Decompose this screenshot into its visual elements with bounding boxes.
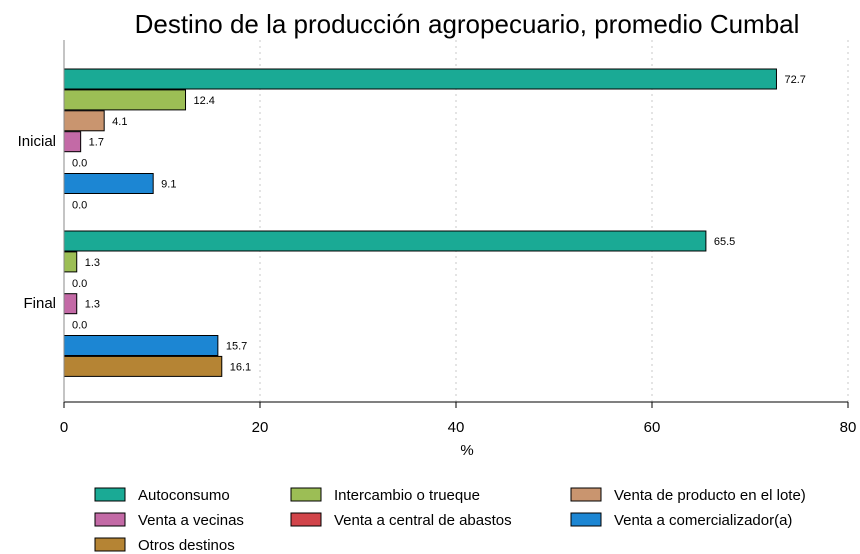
legend-label: Intercambio o trueque — [334, 487, 480, 504]
bar-inicial-1 — [63, 89, 187, 111]
bar-value-label: 1.3 — [85, 299, 100, 311]
bar-inicial-5 — [63, 173, 154, 194]
bar-value-label: 65.5 — [714, 236, 735, 248]
legend-label: Venta a comercializador(a) — [614, 512, 792, 529]
x-axis: 0 20 40 60 80 — [60, 40, 857, 436]
bar-value-label: 1.7 — [89, 137, 104, 149]
bar-final-1 — [63, 251, 78, 273]
bar-value-label: 72.7 — [784, 74, 805, 86]
bar-value-label: 4.1 — [112, 116, 127, 128]
bar-inicial-0 — [63, 68, 777, 90]
category-label-inicial: Inicial — [18, 133, 56, 150]
bar-value-label: 0.0 — [72, 158, 87, 170]
legend-swatch — [570, 512, 602, 527]
legend-label: Venta de producto en el lote) — [614, 487, 806, 504]
bar-value-label: 0.0 — [72, 278, 87, 290]
bar-final-0 — [63, 230, 707, 252]
legend-label: Venta a vecinas — [138, 512, 244, 529]
x-tick-label: 60 — [644, 419, 661, 436]
chart-title: Destino de la producción agropecuario, p… — [135, 9, 800, 39]
bar-value-label: 16.1 — [230, 361, 251, 373]
bar-value-label: 0.0 — [72, 199, 87, 211]
bar-final-3 — [63, 293, 78, 315]
legend-label: Otros destinos — [138, 537, 235, 554]
bar-value-label: 12.4 — [194, 95, 215, 107]
x-tick-label: 40 — [448, 419, 465, 436]
x-tick-label: 0 — [60, 419, 68, 436]
bar-value-label: 0.0 — [72, 320, 87, 332]
bar-value-label: 1.3 — [85, 257, 100, 269]
bar-inicial-3 — [63, 131, 82, 153]
legend-swatch — [290, 512, 322, 527]
legend-label: Autoconsumo — [138, 487, 230, 504]
category-label-final: Final — [23, 295, 56, 312]
legend-swatch — [94, 512, 126, 527]
legend-swatch — [290, 487, 322, 502]
bar-final-6 — [63, 355, 223, 377]
bar-final-5 — [63, 335, 219, 356]
x-tick-label: 80 — [840, 419, 857, 436]
bars: 72.712.44.11.70.09.10.0Inicial65.51.30.0… — [18, 68, 806, 377]
legend-swatch — [570, 487, 602, 502]
bar-value-label: 15.7 — [226, 341, 247, 353]
x-tick-label: 20 — [252, 419, 269, 436]
bar-value-label: 9.1 — [161, 179, 176, 191]
legend-swatch — [94, 487, 126, 502]
x-axis-label: % — [460, 442, 473, 459]
legend: Autoconsumo Intercambio o trueque Venta de… — [94, 487, 806, 554]
bar-inicial-2 — [63, 110, 105, 132]
legend-label: Venta a central de abastos — [334, 512, 512, 529]
legend-swatch — [94, 537, 126, 552]
